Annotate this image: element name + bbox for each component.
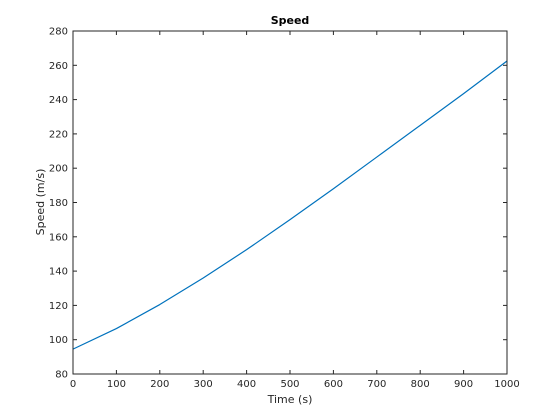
speed-series-line	[72, 60, 508, 350]
x-tick-label: 900	[454, 379, 473, 390]
x-tick-label: 500	[280, 379, 299, 390]
x-axis-label: Time (s)	[267, 393, 313, 406]
x-tick-label: 300	[194, 379, 213, 390]
y-tick-label: 120	[49, 301, 68, 312]
y-tick-label: 80	[55, 370, 68, 381]
x-tick-label: 0	[70, 379, 76, 390]
y-tick-label: 140	[49, 267, 68, 278]
x-tick-label: 800	[411, 379, 430, 390]
y-tick-label: 240	[49, 95, 68, 106]
y-tick-label: 220	[49, 129, 68, 140]
y-tick-label: 200	[49, 164, 68, 175]
chart-title: Speed	[271, 14, 310, 27]
y-tick-label: 260	[49, 61, 68, 72]
x-tick-label: 700	[367, 379, 386, 390]
x-tick-label: 1000	[494, 379, 519, 390]
plot-area	[73, 31, 507, 374]
y-tick-label: 280	[49, 27, 68, 38]
x-tick-label: 200	[150, 379, 169, 390]
series-layer	[72, 60, 508, 350]
x-tick-label: 400	[237, 379, 256, 390]
y-tick-label: 100	[49, 335, 68, 346]
x-tick-label: 100	[107, 379, 126, 390]
ticks-layer: 0 100 200 300 400 500 600 700 800 900 1000 80 100 120…	[49, 27, 520, 391]
y-tick-label: 180	[49, 198, 68, 209]
y-axis-label: Speed (m/s)	[34, 169, 47, 236]
y-tick-label: 160	[49, 232, 68, 243]
x-tick-label: 600	[324, 379, 343, 390]
